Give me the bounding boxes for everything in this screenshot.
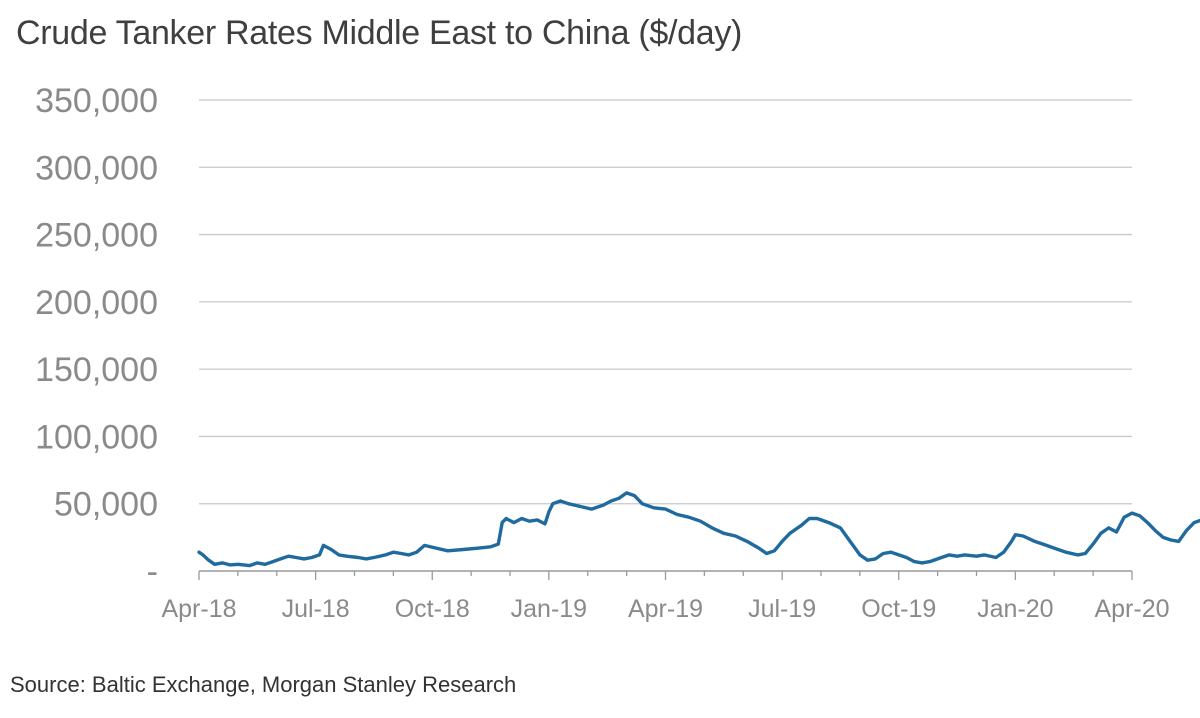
- y-tick-label: 50,000: [54, 486, 158, 524]
- series-line-0: [197, 491, 1200, 568]
- gridlines: [199, 99, 1132, 505]
- y-tick-label: 250,000: [35, 217, 158, 255]
- y-axis: - 50,000 100,000 150,000 200,000 250,000 300,0…: [35, 82, 158, 591]
- x-tick-label: Jan-19: [511, 595, 587, 623]
- y-tick-label: 150,000: [35, 351, 158, 389]
- x-tick-label: Apr-18: [161, 595, 236, 623]
- x-tick-label: Apr-20: [1094, 595, 1169, 623]
- y-tick-label: 100,000: [35, 418, 158, 456]
- y-tick-label: 200,000: [35, 284, 158, 322]
- x-tick-label: Jul-19: [748, 595, 816, 623]
- y-tick-label: -: [147, 553, 158, 591]
- x-tick-label: Oct-19: [861, 595, 936, 623]
- series-layer: [197, 491, 1200, 568]
- x-tick-label: Oct-18: [395, 595, 470, 623]
- x-tick-label: Jan-20: [977, 595, 1053, 623]
- y-tick-label: 300,000: [35, 149, 158, 187]
- source-note: Source: Baltic Exchange, Morgan Stanley …: [10, 672, 517, 697]
- chart-title: Crude Tanker Rates Middle East to China …: [16, 14, 743, 52]
- y-tick-label: 350,000: [35, 82, 158, 120]
- x-tick-label: Apr-19: [628, 595, 703, 623]
- x-tick-label: Jul-18: [282, 595, 350, 623]
- x-axis: Apr-18 Jul-18 Oct-18 Jan-19 Apr-19 Jul-19 Oct-…: [161, 570, 1170, 623]
